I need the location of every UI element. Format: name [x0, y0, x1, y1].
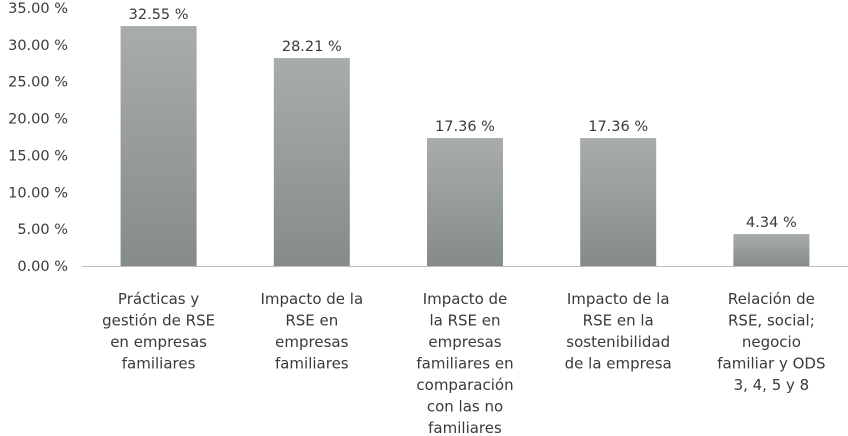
- x-tick-label: Impacto de la RSE en empresas familiares: [260, 290, 363, 373]
- y-tick-label: 5.00 %: [17, 222, 68, 238]
- value-labels: 32.55 % 28.21 % 17.36 % 17.36 % 4.34 %: [129, 7, 797, 231]
- x-tick-label: Impacto de la RSE en la sostenibilidad de l…: [565, 290, 672, 373]
- x-tick-label: Impacto de la RSE en empresas familiares en…: [416, 290, 513, 436]
- bars: [120, 26, 810, 267]
- data-label: 17.36 %: [435, 119, 495, 135]
- data-label: 4.34 %: [746, 215, 797, 231]
- y-tick-label: 15.00 %: [8, 148, 68, 164]
- bar: [120, 26, 197, 267]
- category-labels: Prácticas y gestión de RSE en empresas fami…: [102, 290, 825, 436]
- y-tick-label: 10.00 %: [8, 185, 68, 201]
- x-tick-label: Relación de RSE, social; negocio familiar y…: [717, 290, 825, 394]
- bar: [580, 138, 657, 266]
- bar: [427, 138, 503, 266]
- data-label: 32.55 %: [129, 7, 189, 23]
- bar: [733, 234, 810, 266]
- y-tick-label: 35.00 %: [8, 1, 68, 17]
- y-tick-label: 30.00 %: [8, 38, 68, 54]
- bar: [273, 58, 350, 266]
- y-axis: 0.00 % 5.00 % 10.00 % 15.00 % 20.00 % 25.00 %…: [8, 1, 68, 275]
- y-tick-label: 25.00 %: [8, 75, 68, 91]
- y-tick-label: 20.00 %: [8, 112, 68, 128]
- data-label: 28.21 %: [282, 39, 342, 55]
- y-tick-label: 0.00 %: [17, 259, 68, 275]
- data-label: 17.36 %: [588, 119, 648, 135]
- x-tick-label: Prácticas y gestión de RSE en empresas fami…: [102, 290, 215, 373]
